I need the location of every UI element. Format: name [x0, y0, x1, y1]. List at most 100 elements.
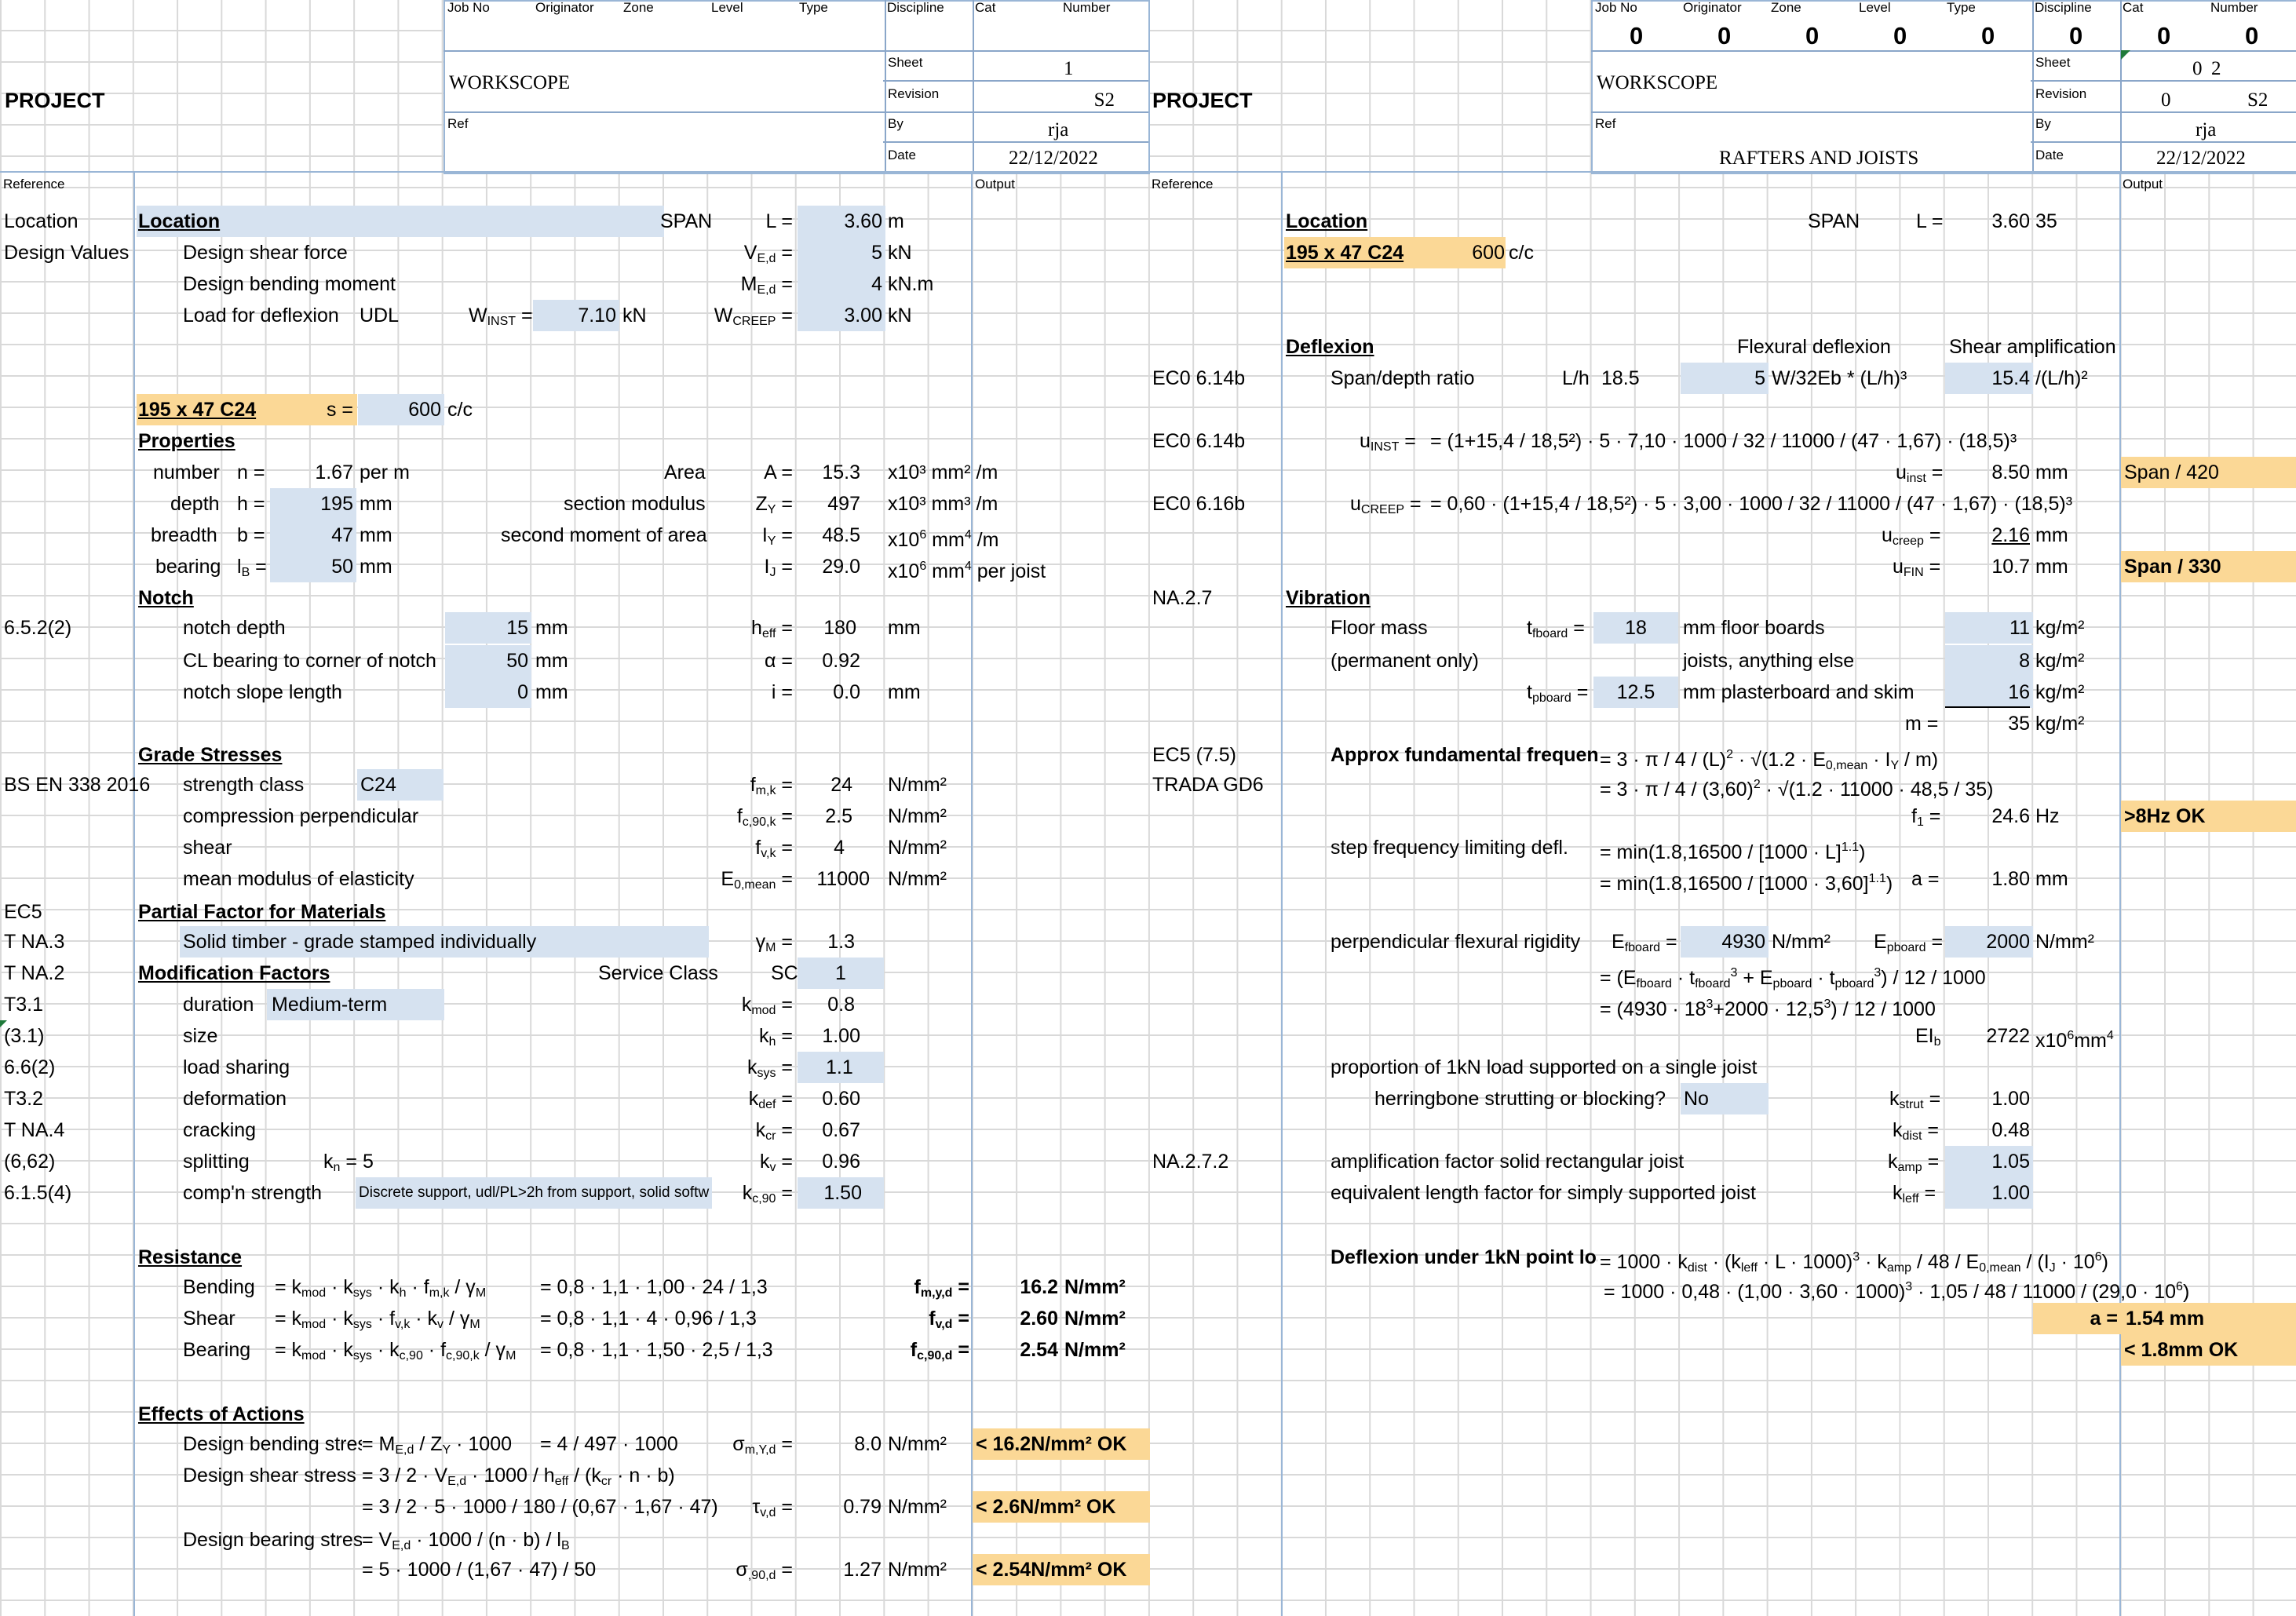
service-class-input[interactable]: 1 — [798, 958, 884, 989]
kamp-input[interactable]: 1.05 — [1945, 1146, 2033, 1177]
ksys-label: ksys = — [746, 1056, 793, 1080]
Z-unit: x10³ mm³ /m — [888, 493, 998, 515]
cat-value[interactable]: 0 — [2157, 22, 2171, 49]
floor-mass-2[interactable]: 8 — [1945, 645, 2033, 677]
Z-label: ZY = — [755, 493, 794, 516]
sheet-value-a-right[interactable]: 0 — [2192, 58, 2203, 79]
revision-value-b-right[interactable]: S2 — [2247, 89, 2269, 111]
lh-label: L/h — [1562, 367, 1590, 389]
Iy-value: 48.5 — [822, 524, 860, 546]
heff-label: heff = — [751, 617, 793, 640]
resistance-heading: Resistance — [138, 1246, 243, 1268]
spacing-input[interactable]: 600 — [358, 394, 444, 425]
deformation-label: deformation — [183, 1088, 287, 1110]
Ij-value: 29.0 — [822, 556, 860, 578]
kh-value: 1.00 — [822, 1025, 860, 1047]
ref-6154: 6.1.5(4) — [4, 1182, 72, 1204]
label-originator: Originator — [535, 0, 594, 15]
cl-bearing-unit: mm — [535, 650, 568, 672]
kgm2-1: kg/m² — [2035, 617, 2085, 639]
level-value[interactable]: 0 — [1893, 22, 1907, 49]
duration-label: duration — [183, 994, 254, 1016]
ucreep-label: uCREEP = — [1350, 493, 1422, 516]
lh-value: 18.5 — [1601, 367, 1640, 389]
floor-mass-1[interactable]: 11 — [1945, 612, 2033, 644]
originator-value[interactable]: 0 — [1717, 22, 1732, 49]
kmod-label: kmod = — [741, 994, 793, 1017]
label-zone-r: Zone — [1771, 0, 1801, 15]
date-value-left[interactable]: 22/12/2022 — [1009, 148, 1098, 169]
by-value-right[interactable]: rja — [2196, 119, 2217, 140]
revision-value-left[interactable]: S2 — [1093, 89, 1115, 111]
kleff-input[interactable]: 1.00 — [1945, 1177, 2033, 1209]
number-value[interactable]: 0 — [2245, 22, 2259, 49]
shear-unit: kN — [888, 242, 912, 264]
fmk-value: 24 — [830, 774, 852, 796]
sheet-value-b-right[interactable]: 2 — [2211, 58, 2221, 79]
bending-eq: = kmod · ksys · kh · fm,k / γM — [275, 1276, 487, 1300]
ucreep-label2: ucreep = — [1882, 524, 1941, 548]
shear-force-input[interactable]: 5 — [798, 237, 885, 268]
span-depth-label: Span/depth ratio — [1331, 367, 1475, 389]
ufin-unit: mm — [2035, 556, 2068, 578]
duration-select[interactable]: Medium-term — [267, 989, 444, 1020]
dbrs-eq2: = 5 · 1000 / (1,67 · 47) / 50 — [362, 1559, 597, 1581]
tpboard-input[interactable]: 12.5 — [1593, 677, 1678, 708]
revision-value-a-right[interactable]: 0 — [2161, 89, 2171, 111]
flexural-coef-input[interactable]: 5 — [1681, 363, 1769, 394]
alpha-label: α = — [765, 650, 793, 672]
n-value: 1.67 — [315, 461, 353, 483]
moment-input[interactable]: 4 — [798, 268, 885, 300]
step-eq1: = min(1.8,16500 / [1000 · L]1.1) — [1600, 841, 1866, 863]
kcr-label: kcr = — [755, 1119, 793, 1143]
kc90-input[interactable]: 1.50 — [798, 1177, 884, 1209]
location-heading[interactable]: Location — [137, 206, 664, 237]
zone-value[interactable]: 0 — [1805, 22, 1820, 49]
epboard-input[interactable]: 2000 — [1945, 926, 2033, 958]
label-job-no-r: Job No — [1595, 0, 1637, 15]
floor-mass-3[interactable]: 16 — [1945, 677, 2033, 708]
job-no-value[interactable]: 0 — [1630, 22, 1644, 49]
med-label: ME,d = — [740, 273, 793, 297]
dbrs-label: Design bearing stress — [183, 1529, 362, 1551]
type-value[interactable]: 0 — [1981, 22, 1995, 49]
span-input[interactable]: 3.60 — [798, 206, 885, 237]
date-value-right[interactable]: 22/12/2022 — [2156, 148, 2246, 169]
depth-input[interactable]: 195 — [270, 488, 356, 520]
section-selector[interactable]: 195 x 47 C24 — [137, 394, 357, 425]
slope-length-input[interactable]: 0 — [445, 677, 531, 708]
date-label-right: Date — [2035, 148, 2064, 162]
number-label: number — [153, 461, 220, 483]
cracking-label: cracking — [183, 1119, 257, 1141]
kh-label: kh = — [759, 1025, 793, 1049]
material-select[interactable]: Solid timber - grade stamped individuall… — [180, 926, 709, 958]
dbs-label: Design bending stress — [183, 1433, 362, 1455]
label-level-r: Level — [1859, 0, 1891, 15]
kgm2-2: kg/m² — [2035, 650, 2085, 672]
comment-indicator[interactable] — [0, 1020, 7, 1027]
label-discipline: Discipline — [887, 0, 944, 15]
comment-indicator-r[interactable] — [2121, 50, 2130, 60]
cl-bearing-input[interactable]: 50 — [445, 645, 531, 677]
sigma90-label: σ,90,d = — [736, 1559, 793, 1582]
ref-value-right[interactable]: RAFTERS AND JOISTS — [1719, 148, 1919, 169]
discipline-value[interactable]: 0 — [2069, 22, 2083, 49]
bearing-input[interactable]: 50 — [270, 551, 356, 582]
notch-depth-input[interactable]: 15 — [445, 612, 531, 644]
bearing-type-select[interactable]: Discrete support, udl/PL>2h from support… — [356, 1177, 712, 1209]
winst-input[interactable]: 7.10 — [533, 300, 619, 331]
tfboard-input[interactable]: 18 — [1593, 612, 1678, 644]
by-value-left[interactable]: rja — [1048, 119, 1069, 140]
shear-r-label: Shear — [183, 1308, 235, 1330]
ksys-input[interactable]: 1.1 — [798, 1052, 884, 1083]
sheet-value-left[interactable]: 1 — [1064, 58, 1074, 79]
fmyd-label: fm,y,d = — [914, 1276, 969, 1300]
breadth-input[interactable]: 47 — [270, 520, 356, 551]
wcreep-input[interactable]: 3.00 — [798, 300, 885, 331]
by-label-right: By — [2035, 116, 2051, 131]
herringbone-select[interactable]: No — [1681, 1083, 1769, 1114]
shear-amp-input[interactable]: 15.4 — [1945, 363, 2033, 394]
strength-class-select[interactable]: C24 — [357, 769, 444, 801]
notch-depth-unit: mm — [535, 617, 568, 639]
efboard-input[interactable]: 4930 — [1681, 926, 1769, 958]
